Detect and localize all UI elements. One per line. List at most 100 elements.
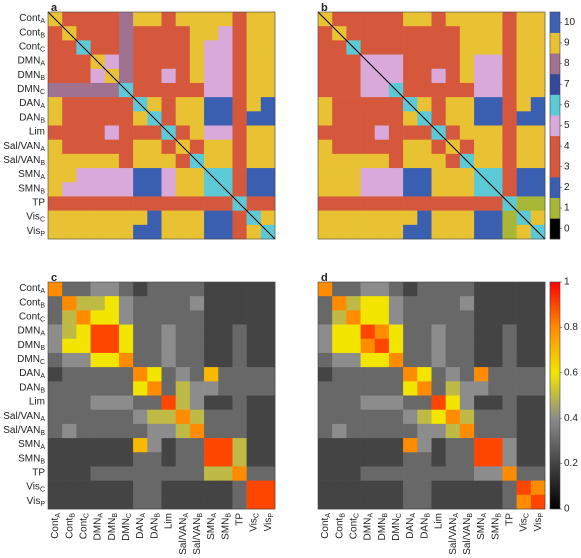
network-name: TP: [504, 513, 515, 526]
network-name: Vis: [27, 496, 41, 507]
heatmap-cell: [388, 125, 404, 140]
heatmap-cell: [459, 310, 475, 325]
heatmap-cell: [403, 409, 418, 425]
colorbar-tick-label: 9: [564, 38, 570, 49]
colorbar-frame: [549, 11, 561, 240]
heatmap-cell: [431, 324, 446, 340]
heatmap-cell: [431, 196, 446, 211]
heatmap-cell: [76, 54, 91, 70]
heatmap-cell: [332, 125, 347, 140]
heatmap-cell: [246, 338, 262, 354]
network-label: DMNA: [18, 55, 46, 67]
panel-letter: a: [51, 2, 58, 14]
heatmap-cell: [218, 438, 233, 453]
heatmap-cell: [218, 224, 233, 240]
heatmap-cell: [189, 296, 205, 311]
heatmap-cell: [90, 452, 106, 467]
heatmap-cell: [502, 438, 517, 453]
heatmap-cell: [118, 210, 134, 226]
colorbar-swatch: [550, 135, 560, 157]
heatmap-cell: [488, 452, 503, 467]
heatmap-cell: [133, 68, 148, 84]
network-name: Cont: [19, 297, 40, 308]
heatmap-cell: [502, 367, 517, 382]
heatmap-cell: [374, 352, 390, 368]
colorbar-tick-label: 5: [564, 120, 570, 131]
heatmap-cell: [346, 97, 361, 112]
heatmap-cell: [76, 68, 91, 84]
heatmap-cell: [90, 210, 106, 226]
heatmap-cell: [133, 381, 148, 396]
heatmap-cell: [417, 381, 432, 396]
heatmap-cell: [62, 367, 77, 382]
heatmap-cell: [516, 310, 532, 325]
heatmap-cell: [459, 54, 475, 70]
network-name: Vis: [26, 481, 40, 492]
heatmap-cell: [62, 296, 77, 311]
heatmap-cell: [62, 196, 77, 211]
heatmap-cell: [374, 125, 390, 140]
heatmap-cell: [474, 423, 489, 439]
network-subscript: A: [40, 373, 45, 380]
heatmap-cell: [360, 282, 376, 297]
heatmap-cell: [388, 381, 404, 396]
heatmap-cell: [502, 111, 517, 126]
heatmap-cell: [459, 282, 475, 297]
heatmap-cell: [76, 452, 91, 467]
heatmap-cell: [118, 466, 134, 481]
network-label: SMNA: [18, 169, 45, 181]
heatmap-cell: [246, 196, 262, 211]
heatmap-cell: [189, 139, 205, 155]
heatmap-cell: [403, 139, 418, 155]
heatmap-cell: [246, 40, 262, 55]
network-label: DANA: [19, 368, 45, 380]
heatmap-cell: [189, 310, 205, 325]
heatmap-cell: [488, 68, 503, 84]
heatmap-cell: [318, 224, 333, 240]
heatmap-cell: [374, 26, 390, 41]
heatmap-cell: [474, 438, 489, 453]
heatmap-cell: [147, 494, 162, 510]
heatmap-cell: [175, 224, 191, 240]
heatmap-cell: [417, 54, 432, 70]
heatmap-cell: [431, 224, 446, 240]
heatmap-cell: [246, 168, 262, 183]
heatmap-cell: [147, 26, 162, 41]
heatmap-cell: [232, 466, 247, 481]
heatmap-cell: [318, 26, 333, 41]
heatmap-cell: [204, 210, 219, 226]
heatmap-cell: [76, 224, 91, 240]
heatmap-cell: [161, 40, 176, 55]
heatmap-cell: [346, 182, 361, 197]
heatmap-cell: [175, 125, 191, 140]
heatmap-cell: [502, 54, 517, 70]
heatmap-cell: [260, 153, 276, 169]
heatmap-cell: [403, 395, 418, 410]
heatmap-cell: [459, 296, 475, 311]
heatmap-cell: [502, 82, 517, 98]
heatmap-cell: [417, 367, 432, 382]
heatmap-cell: [90, 480, 106, 496]
heatmap-cell: [62, 494, 77, 510]
heatmap-cell: [161, 296, 176, 311]
heatmap-cell: [431, 310, 446, 325]
network-label: SMNA: [206, 513, 218, 540]
heatmap-cell: [48, 54, 63, 70]
colorbar-swatch: [550, 73, 560, 95]
network-subscript: C: [40, 89, 45, 96]
heatmap-cell: [76, 97, 91, 112]
heatmap-cell: [133, 480, 148, 496]
heatmap-cell: [76, 367, 91, 382]
heatmap-cell: [189, 409, 205, 425]
heatmap-cell: [118, 12, 134, 27]
heatmap-cell: [530, 310, 546, 325]
heatmap-cell: [161, 282, 176, 297]
heatmap-cell: [133, 125, 148, 140]
heatmap-cell: [417, 139, 432, 155]
heatmap-cell: [175, 97, 191, 112]
heatmap-cell: [218, 40, 233, 55]
heatmap-cell: [175, 12, 191, 27]
heatmap-cell: [516, 324, 532, 340]
network-name: Sal/VAN: [3, 410, 40, 421]
